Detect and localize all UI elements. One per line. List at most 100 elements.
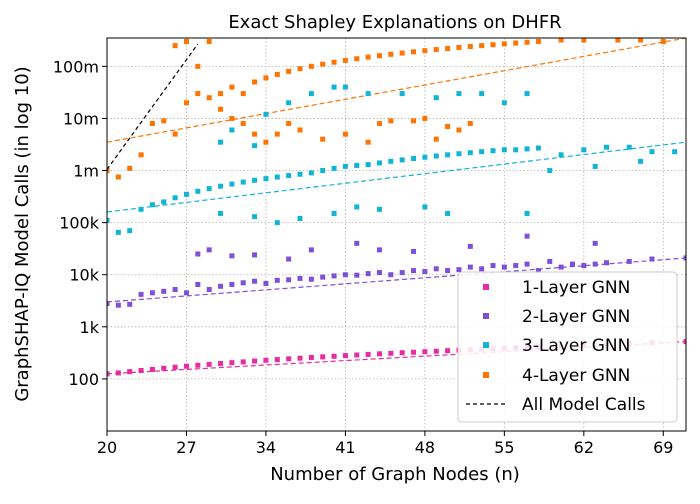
data-point-series-3 [320,168,326,174]
data-point-series-2 [308,247,314,253]
data-point-series-3 [558,152,564,158]
data-point-series-1 [229,360,235,366]
data-point-series-3 [626,144,632,150]
data-point-series-4 [513,40,519,46]
legend-marker-series-1 [483,284,489,290]
data-point-series-2 [161,288,167,294]
data-point-series-3 [535,145,541,151]
data-point-series-2 [376,270,382,276]
data-point-series-2 [115,302,121,308]
data-point-series-3 [308,91,314,97]
data-point-series-4 [161,118,167,124]
data-point-series-3 [501,147,507,153]
data-point-series-3 [354,204,360,210]
data-point-series-3 [331,165,337,171]
data-point-series-2 [252,278,258,284]
data-point-series-2 [274,277,280,283]
data-point-series-4 [274,131,280,137]
data-point-series-4 [524,39,530,45]
data-point-series-4 [297,66,303,72]
data-point-series-1 [115,370,121,376]
data-point-series-3 [240,179,246,185]
data-point-series-3 [252,214,258,220]
data-point-series-4 [274,71,280,77]
data-point-series-3 [490,148,496,154]
data-point-series-4 [115,174,121,180]
data-point-series-3 [263,176,269,182]
data-point-series-3 [638,158,644,164]
data-point-series-2 [479,266,485,272]
data-point-series-3 [274,174,280,180]
data-point-series-4 [320,136,326,142]
data-point-series-4 [376,120,382,126]
data-point-series-1 [263,357,269,363]
data-point-series-3 [445,210,451,216]
data-point-series-3 [331,84,337,90]
data-point-series-2 [535,268,541,274]
data-point-series-4 [399,50,405,56]
data-point-series-3 [456,91,462,97]
data-point-series-2 [592,240,598,246]
data-point-series-2 [411,248,417,254]
data-point-series-4 [456,127,462,133]
data-point-series-4 [218,91,224,97]
data-point-series-3 [524,146,530,152]
data-point-series-2 [501,264,507,270]
data-point-series-4 [615,38,621,43]
data-point-series-1 [445,348,451,354]
data-point-series-1 [206,361,212,367]
data-point-series-1 [411,349,417,355]
legend-box [457,271,678,423]
data-point-series-2 [286,256,292,262]
data-point-series-1 [342,353,348,359]
y-axis-ticks: 100 1k 10k 100k 1m 10m 100m [53,57,107,389]
data-point-series-2 [354,240,360,246]
data-point-series-4 [229,84,235,90]
x-tick-label: 34 [256,438,276,457]
data-point-series-3 [331,210,337,216]
data-point-series-2 [365,271,371,277]
data-point-series-3 [252,143,258,149]
data-point-series-2 [513,263,519,269]
data-point-series-3 [456,151,462,157]
data-point-series-4 [183,38,189,44]
data-point-series-4 [172,43,178,49]
data-point-series-3 [252,177,258,183]
x-tick-label: 69 [653,438,673,457]
data-point-series-4 [365,54,371,60]
data-point-series-1 [433,348,439,354]
legend-label-series-4: 4-Layer GNN [522,366,630,386]
data-point-series-3 [604,144,610,150]
data-point-series-2 [149,290,155,296]
data-point-series-2 [558,264,564,270]
data-point-series-3 [592,163,598,169]
data-point-series-3 [524,91,530,97]
data-point-series-1 [161,365,167,371]
data-point-series-1 [320,354,326,360]
data-point-series-4 [149,120,155,126]
y-tick-label: 10m [63,109,99,128]
data-point-series-2 [399,270,405,276]
data-point-series-4 [206,38,212,44]
data-point-series-4 [581,38,587,43]
data-point-series-4 [388,51,394,57]
data-point-series-4 [252,79,258,85]
data-point-series-3 [206,186,212,192]
data-point-series-3 [422,204,428,210]
data-point-series-1 [240,359,246,365]
data-point-series-3 [388,158,394,164]
data-point-series-3 [274,220,280,226]
data-point-series-4 [490,42,496,48]
data-point-series-4 [229,115,235,121]
data-point-series-3 [433,95,439,101]
x-axis-label: Number of Graph Nodes (n) [270,464,520,485]
data-point-series-3 [411,156,417,162]
data-point-series-2 [297,275,303,281]
data-point-series-3 [672,149,678,155]
y-tick-label: 100 [68,370,99,389]
data-point-series-4 [331,59,337,65]
data-point-series-3 [297,215,303,221]
data-point-series-2 [376,247,382,253]
legend-label-series-2: 2-Layer GNN [522,307,630,327]
data-point-series-1 [149,366,155,372]
